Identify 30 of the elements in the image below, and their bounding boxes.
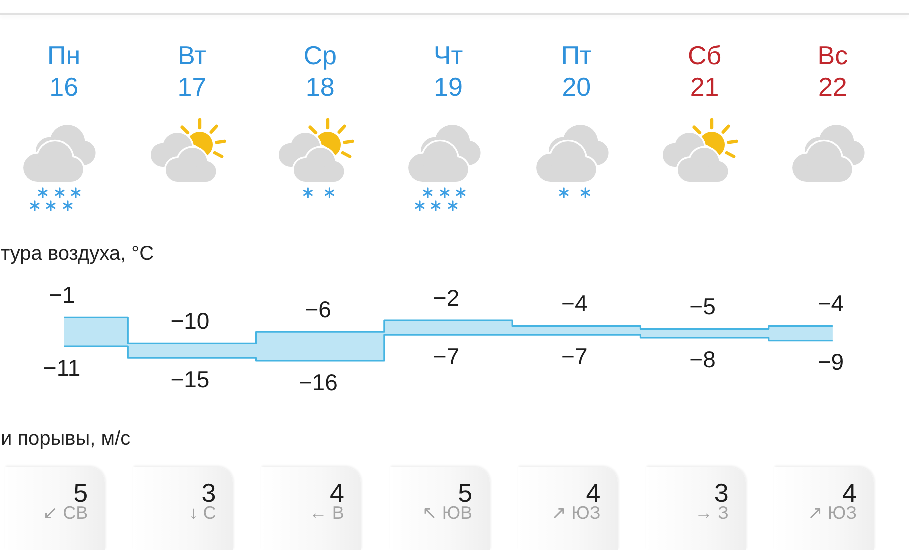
card: 4 ↗ ЮЗ — [774, 466, 874, 550]
data-label: −10 — [170, 308, 210, 334]
data-label: −6 — [305, 296, 332, 322]
data-label: −9 — [818, 349, 844, 376]
data-label: −2 — [433, 284, 460, 311]
card: 4 ↗ ЮЗ — [518, 466, 618, 550]
x-tick-label: Сб 21 — [688, 40, 722, 102]
data-label: −15 — [170, 366, 210, 392]
data-label: −1 — [48, 282, 76, 308]
x-tick-label: Пт 20 — [561, 40, 592, 102]
x-tick-label: Ср 18 — [304, 40, 337, 102]
card: 3 ↓ С — [133, 466, 234, 550]
card: 3 → З — [646, 466, 746, 550]
data-label: −4 — [818, 290, 844, 317]
x-tick-label: Вс 22 — [818, 40, 848, 102]
data-label: −11 — [43, 354, 81, 381]
card: 5 ↖ ЮВ — [390, 466, 490, 550]
data-label: −7 — [433, 343, 460, 370]
data-label: −4 — [562, 290, 588, 317]
card: 4 ← В — [261, 466, 362, 550]
data-label: −5 — [690, 294, 716, 320]
chart-title: тура воздуха, °C — [1, 242, 154, 265]
data-label: −16 — [298, 369, 338, 396]
x-tick-label: Пн 16 — [48, 40, 81, 102]
card: 5 ↙ СВ — [5, 466, 106, 550]
x-tick-label: Вт 17 — [178, 40, 207, 102]
x-tick-label: Чт 19 — [434, 40, 464, 102]
data-label: −7 — [562, 343, 588, 370]
data-label: −8 — [690, 346, 716, 372]
text: и порывы, м/с — [1, 428, 131, 450]
